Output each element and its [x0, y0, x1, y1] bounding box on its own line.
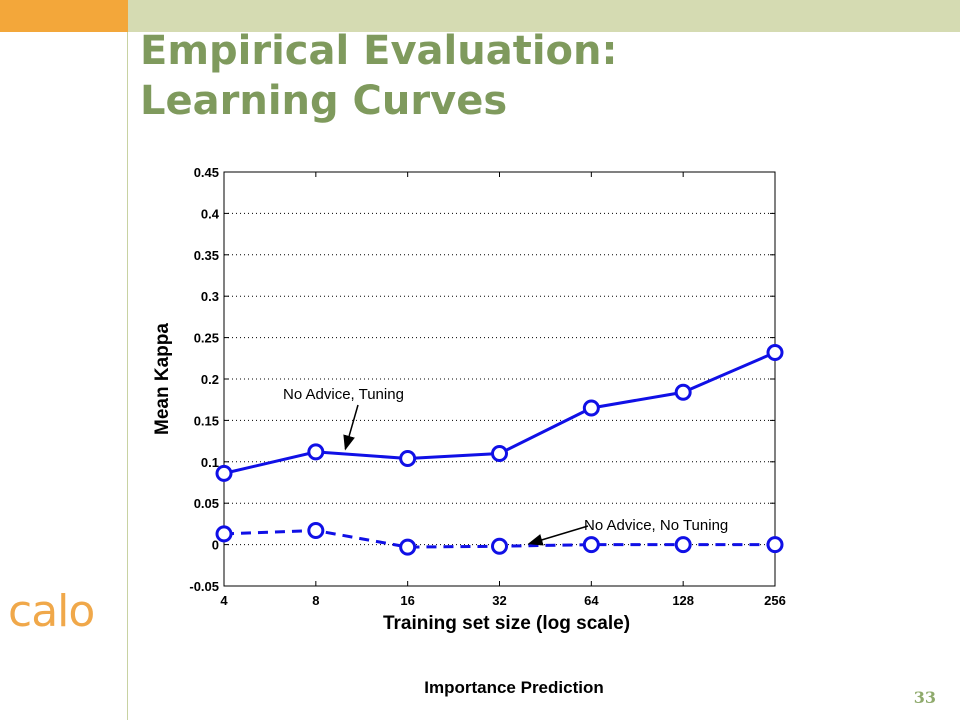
x-tick-label: 4 [220, 593, 228, 608]
x-tick-label: 32 [492, 593, 506, 608]
y-tick-label: 0.15 [194, 413, 219, 428]
x-tick-label: 64 [584, 593, 599, 608]
annotation-no-advice-tuning: No Advice, Tuning [283, 386, 404, 403]
y-tick-label: 0.1 [201, 455, 219, 470]
annotation-arrow-tuning [343, 404, 359, 451]
series-1-point [215, 464, 233, 482]
slide-title-line-2: Learning Curves [140, 78, 508, 124]
left-vertical-rule [127, 32, 128, 720]
y-tick-label: 0.05 [194, 496, 219, 511]
y-tick-label: 0.4 [201, 206, 220, 221]
y-tick-label: 0.45 [194, 165, 219, 180]
series-2-point [491, 537, 508, 555]
x-tick-label: 256 [764, 593, 786, 608]
y-tick-label: -0.05 [189, 579, 219, 594]
series-2-point [766, 536, 784, 554]
series-1-point [399, 449, 417, 467]
plot-area [224, 172, 775, 586]
series-2-point [215, 525, 233, 543]
top-header-band [128, 0, 960, 32]
y-tick-label: 0 [212, 538, 219, 553]
slide-title-line-1: Empirical Evaluation: [140, 28, 618, 74]
calo-logo: calo [8, 586, 95, 637]
series-1-point [491, 445, 508, 463]
series-1-point [674, 383, 692, 401]
series-2-point [582, 536, 600, 554]
annotation-no-advice-no-tuning: No Advice, No Tuning [584, 517, 728, 534]
x-tick-label: 128 [672, 593, 694, 608]
series-1-point [582, 399, 600, 417]
y-tick-label: 0.3 [201, 289, 219, 304]
series-1-point [766, 344, 784, 362]
x-axis-title: Training set size (log scale) [383, 613, 630, 634]
series-2-point [307, 522, 325, 540]
series-1-point [307, 443, 325, 461]
x-tick-label: 8 [312, 593, 319, 608]
y-tick-label: 0.25 [194, 331, 219, 346]
series-2-point [399, 538, 417, 556]
y-tick-label: 0.2 [201, 372, 219, 387]
page-number: 33 [913, 688, 936, 707]
slide-caption: Importance Prediction [424, 678, 604, 697]
x-tick-label: 16 [400, 593, 414, 608]
y-tick-label: 0.35 [194, 248, 219, 263]
series-2-point [674, 536, 692, 554]
y-axis-title: Mean Kappa [152, 323, 173, 435]
slide-title: Empirical Evaluation: Learning Curves [140, 26, 617, 126]
annotation-arrow-no-tuning [527, 525, 589, 546]
corner-accent-block [0, 0, 128, 32]
